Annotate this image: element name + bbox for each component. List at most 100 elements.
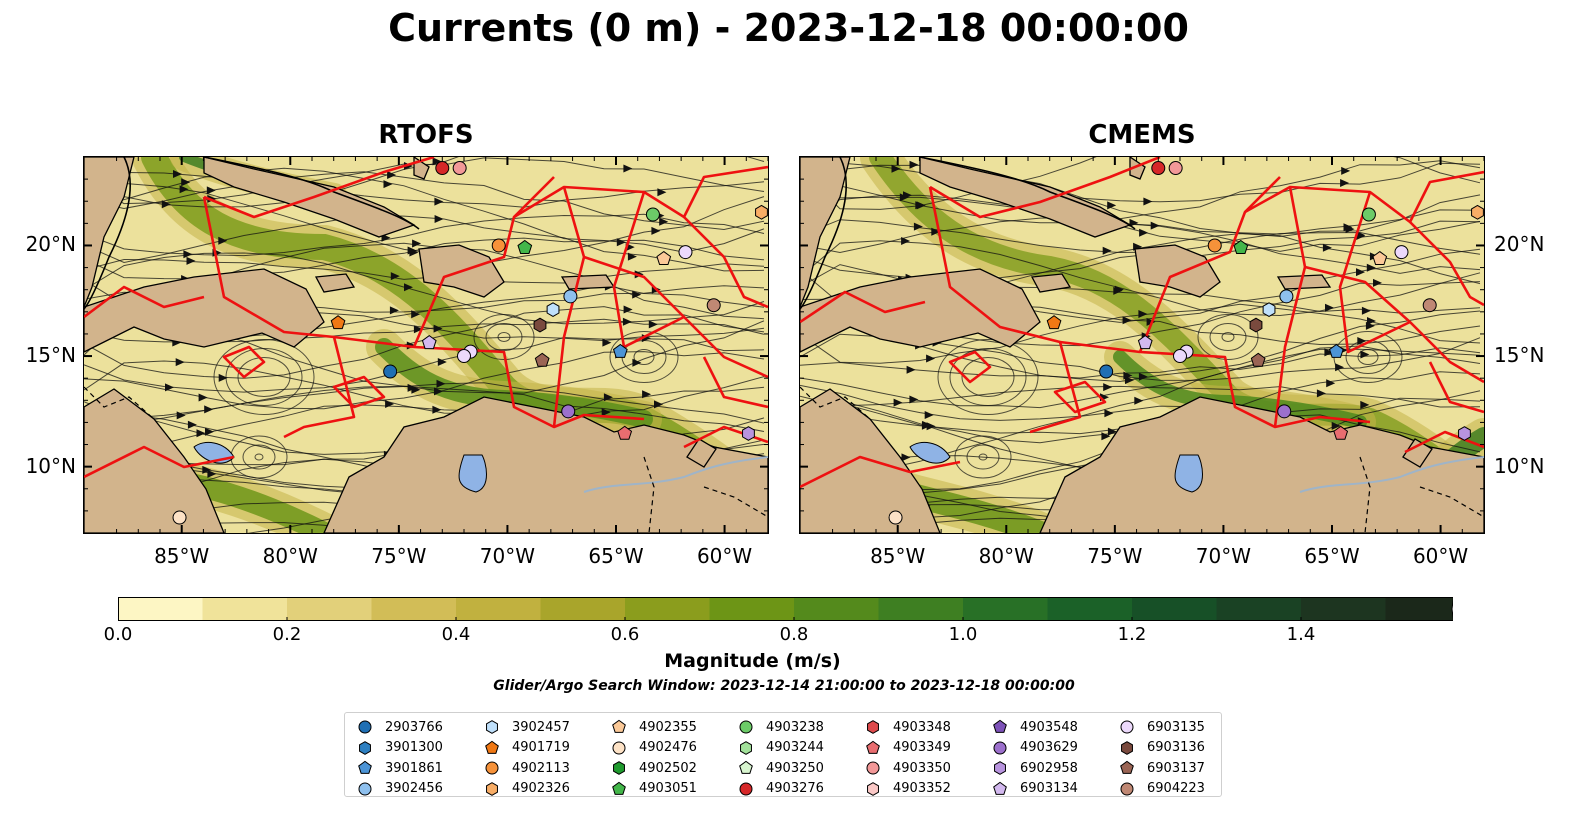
zone-boundary — [1428, 361, 1484, 414]
flow-arrow — [1316, 389, 1326, 398]
colorbar-extension — [1385, 597, 1453, 621]
colorbar-cell — [963, 597, 1048, 621]
float-marker-4903349 — [1333, 425, 1349, 440]
map-panel-rtofs[interactable] — [83, 156, 769, 534]
flow-arrow — [657, 188, 667, 197]
flow-arrow — [1123, 371, 1133, 380]
flow-arrow — [632, 290, 642, 299]
float-marker-6903136 — [1249, 317, 1263, 333]
float-marker-4902113 — [1207, 238, 1222, 253]
legend-marker-circle — [358, 720, 372, 734]
flow-arrow — [903, 191, 912, 200]
river — [1299, 456, 1484, 493]
eddy-streamline — [949, 348, 1027, 406]
legend-label: 4901719 — [512, 740, 570, 755]
legend-entry: 6903136 — [1119, 738, 1205, 758]
legend-marker-pentagon — [739, 760, 753, 774]
flow-arrow — [1335, 363, 1345, 372]
lon-tick-label: 80°W — [978, 544, 1034, 568]
legend-label: 4903250 — [766, 760, 824, 776]
lon-tick-label: 70°W — [479, 544, 536, 568]
flow-arrow — [1326, 379, 1336, 388]
float-marker-4903349 — [617, 425, 633, 440]
flow-arrow — [901, 453, 911, 462]
zone-boundary — [203, 157, 435, 219]
land-mass — [1402, 438, 1433, 468]
zone-boundary — [1138, 176, 1281, 353]
zone-boundary — [1338, 191, 1411, 354]
legend-label: 4902355 — [639, 719, 697, 735]
flow-arrow — [218, 236, 228, 245]
legend-marker-circle — [739, 782, 753, 795]
flow-arrow — [602, 338, 612, 347]
flow-arrow — [1361, 306, 1371, 315]
zone-boundary — [84, 445, 235, 479]
legend-marker-hexagon — [486, 781, 498, 796]
lat-tick-label-left: 10°N — [25, 453, 76, 478]
flow-arrow — [1138, 310, 1148, 318]
flow-arrow — [187, 420, 197, 429]
streamline — [84, 171, 765, 208]
legend-label: 4903276 — [766, 781, 824, 796]
flow-arrow — [432, 157, 442, 166]
figure-title: Currents (0 m) - 2023-12-18 00:00:00 — [388, 6, 1189, 50]
flow-arrow — [434, 197, 444, 206]
flow-arrow — [1102, 246, 1112, 255]
flow-arrow — [207, 469, 217, 478]
flow-arrow — [1360, 350, 1370, 359]
streamline — [84, 360, 765, 420]
legend-marker-pentagon — [612, 781, 626, 795]
float-marker-4902476 — [888, 510, 903, 525]
land-mass — [84, 388, 225, 533]
flow-arrow — [407, 383, 417, 392]
float-marker-4902326 — [1471, 204, 1484, 220]
legend-label: 3902457 — [512, 719, 570, 735]
legend-entry: 6903135 — [1119, 717, 1205, 737]
land-mass — [560, 274, 616, 290]
float-marker-6904223 — [1422, 298, 1437, 313]
lon-tick-label: 65°W — [588, 544, 644, 568]
legend-label: 4902502 — [639, 760, 697, 776]
float-marker-4902355 — [1372, 250, 1388, 266]
flow-arrow — [642, 390, 652, 399]
zone-boundary — [800, 290, 926, 324]
colorbar-tick-label: 1.4 — [1286, 624, 1316, 645]
flow-arrow — [1125, 376, 1134, 385]
flow-arrow — [1331, 421, 1341, 430]
eddy-streamline — [237, 357, 291, 397]
float-marker-3902456 — [563, 289, 578, 304]
streamline — [84, 214, 765, 272]
streamline — [84, 382, 765, 424]
float-marker-4903629 — [1277, 404, 1292, 419]
legend-label: 6903137 — [1147, 760, 1205, 776]
legend-label: 4903629 — [1020, 740, 1078, 755]
legend-marker-circle — [358, 782, 372, 795]
eddy-streamline — [961, 357, 1015, 397]
legend-marker-pentagon — [993, 781, 1007, 795]
legend-marker-hexagon — [486, 720, 498, 734]
land-mass — [1276, 274, 1332, 290]
lake — [1174, 454, 1203, 493]
legend-label: 3901300 — [385, 740, 443, 755]
map-panel-cmems[interactable] — [799, 156, 1485, 534]
coastline — [84, 157, 131, 310]
zone-boundary — [702, 356, 768, 409]
float-marker-4903350 — [452, 161, 467, 176]
lat-tick-label-right: 15°N — [1494, 343, 1545, 368]
eddy-streamline — [1197, 314, 1259, 360]
flow-arrow — [413, 325, 423, 334]
legend-label: 4903548 — [1020, 719, 1078, 735]
flow-arrow — [433, 324, 443, 333]
legend-entry: 4903352 — [865, 779, 951, 799]
colorbar-cell — [878, 597, 964, 621]
flow-arrow — [891, 164, 901, 173]
colorbar-tick-label: 1.2 — [1117, 624, 1147, 645]
streamline — [800, 160, 1481, 224]
legend-entry: 4903276 — [738, 779, 824, 799]
flow-arrow — [1340, 179, 1350, 187]
eddy-streamline — [473, 314, 535, 360]
lon-tick-label: 85°W — [870, 544, 926, 568]
zone-boundary — [948, 350, 992, 384]
flow-arrow — [1365, 321, 1375, 330]
streamline — [800, 216, 1481, 274]
